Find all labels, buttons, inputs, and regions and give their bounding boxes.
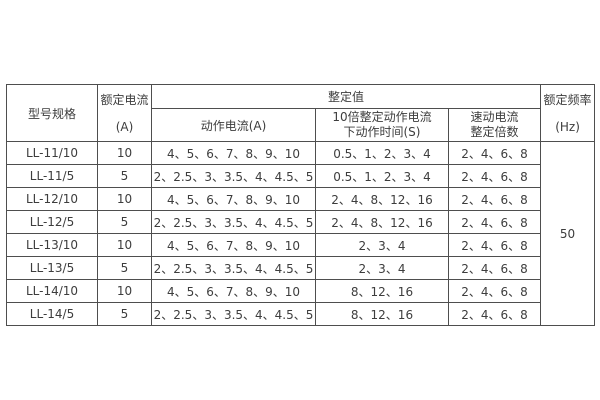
cell-quick-multiple: 2、4、6、8 <box>447 279 542 303</box>
table-row: LL-11/10 10 4、5、6、7、8、9、10 0.5、1、2、3、4 2… <box>6 141 596 326</box>
cell-model: LL-12/10 <box>6 187 98 211</box>
header-model: 型号规格 <box>6 84 98 142</box>
header-time-at-10x-line2: 下动作时间(S) <box>343 125 421 139</box>
cell-quick-multiple: 2、4、6、8 <box>447 164 542 188</box>
cell-operating-time: 8、12、16 <box>315 302 449 326</box>
cell-operating-time: 0.5、1、2、3、4 <box>315 141 449 165</box>
cell-model: LL-11/10 <box>6 141 98 165</box>
table-row: LL-11/5 5 2、2.5、3、3.5、4、4.5、5 0.5、1、2、3、… <box>6 164 595 188</box>
cell-operating-current: 4、5、6、7、8、9、10 <box>151 233 316 257</box>
cell-operating-time: 0.5、1、2、3、4 <box>315 164 449 188</box>
header-time-at-10x-line1: 10倍整定动作电流 <box>332 110 432 124</box>
cell-operating-time: 2、3、4 <box>315 256 449 280</box>
cell-operating-time: 2、3、4 <box>315 233 449 257</box>
header-rated-frequency-line1: 额定频率 <box>543 92 592 107</box>
table-row: LL-13/10 10 4、5、6、7、8、9、10 2、3、4 2、4、6、8 <box>6 233 595 257</box>
header-quick-multiple: 速动电流 整定倍数 <box>447 108 542 142</box>
relay-spec-table: 型号规格 额定电流 (A) 整定值 额定频率 (Hz) 动作电流(A) 10倍整… <box>6 84 596 326</box>
cell-operating-current: 2、2.5、3、3.5、4、4.5、5 <box>151 302 316 326</box>
cell-quick-multiple: 2、4、6、8 <box>447 233 542 257</box>
cell-model: LL-13/10 <box>6 233 98 257</box>
cell-rated-current: 5 <box>97 256 152 280</box>
header-quick-multiple-line1: 速动电流 <box>470 110 519 124</box>
header-setting-value: 整定值 <box>150 84 542 109</box>
cell-quick-multiple: 2、4、6、8 <box>447 141 542 165</box>
cell-model: LL-14/10 <box>6 279 98 303</box>
cell-model: LL-11/5 <box>6 164 98 188</box>
cell-rated-current: 5 <box>97 164 152 188</box>
table-row: LL-12/10 10 4、5、6、7、8、9、10 2、4、8、12、16 2… <box>6 187 595 211</box>
cell-operating-current: 2、2.5、3、3.5、4、4.5、5 <box>151 164 316 188</box>
cell-operating-current: 4、5、6、7、8、9、10 <box>151 141 316 165</box>
header-rated-current-line1: 额定电流 <box>100 92 149 107</box>
cell-model: LL-13/5 <box>6 256 98 280</box>
header-time-at-10x: 10倍整定动作电流 下动作时间(S) <box>315 108 449 142</box>
cell-operating-current: 4、5、6、7、8、9、10 <box>151 187 316 211</box>
header-row-1: 型号规格 额定电流 (A) 整定值 额定频率 (Hz) <box>6 84 596 142</box>
table-row: LL-14/10 10 4、5、6、7、8、9、10 8、12、16 2、4、6… <box>6 279 595 303</box>
cell-operating-time: 2、4、8、12、16 <box>315 187 449 211</box>
cell-quick-multiple: 2、4、6、8 <box>447 256 542 280</box>
header-rated-frequency-line2: (Hz) <box>555 119 580 134</box>
header-rated-frequency: 额定频率 (Hz) <box>540 84 596 142</box>
cell-quick-multiple: 2、4、6、8 <box>447 210 542 234</box>
cell-rated-frequency-value: 50 <box>540 141 596 326</box>
cell-rated-current: 10 <box>97 187 152 211</box>
header-quick-multiple-line2: 整定倍数 <box>470 125 519 139</box>
cell-operating-current: 2、2.5、3、3.5、4、4.5、5 <box>151 256 316 280</box>
cell-rated-current: 10 <box>97 279 152 303</box>
header-operating-current: 动作电流(A) <box>151 108 316 142</box>
cell-quick-multiple: 2、4、6、8 <box>447 302 542 326</box>
header-rated-current: 额定电流 (A) <box>97 84 152 142</box>
cell-model: LL-14/5 <box>6 302 98 326</box>
cell-operating-time: 2、4、8、12、16 <box>315 210 449 234</box>
cell-rated-current: 10 <box>97 141 152 165</box>
cell-quick-multiple: 2、4、6、8 <box>447 187 542 211</box>
table-row: LL-12/5 5 2、2.5、3、3.5、4、4.5、5 2、4、8、12、1… <box>6 210 595 234</box>
cell-operating-current: 4、5、6、7、8、9、10 <box>151 279 316 303</box>
cell-rated-current: 5 <box>97 302 152 326</box>
header-rated-current-line2: (A) <box>115 119 134 134</box>
cell-rated-current: 5 <box>97 210 152 234</box>
table-row: LL-14/5 5 2、2.5、3、3.5、4、4.5、5 8、12、16 2、… <box>6 302 595 326</box>
cell-operating-current: 2、2.5、3、3.5、4、4.5、5 <box>151 210 316 234</box>
cell-rated-current: 10 <box>97 233 152 257</box>
header-row-2: 动作电流(A) 10倍整定动作电流 下动作时间(S) 速动电流 整定倍数 <box>7 108 595 142</box>
cell-operating-time: 8、12、16 <box>315 279 449 303</box>
cell-model: LL-12/5 <box>6 210 98 234</box>
table-row: LL-13/5 5 2、2.5、3、3.5、4、4.5、5 2、3、4 2、4、… <box>6 256 595 280</box>
